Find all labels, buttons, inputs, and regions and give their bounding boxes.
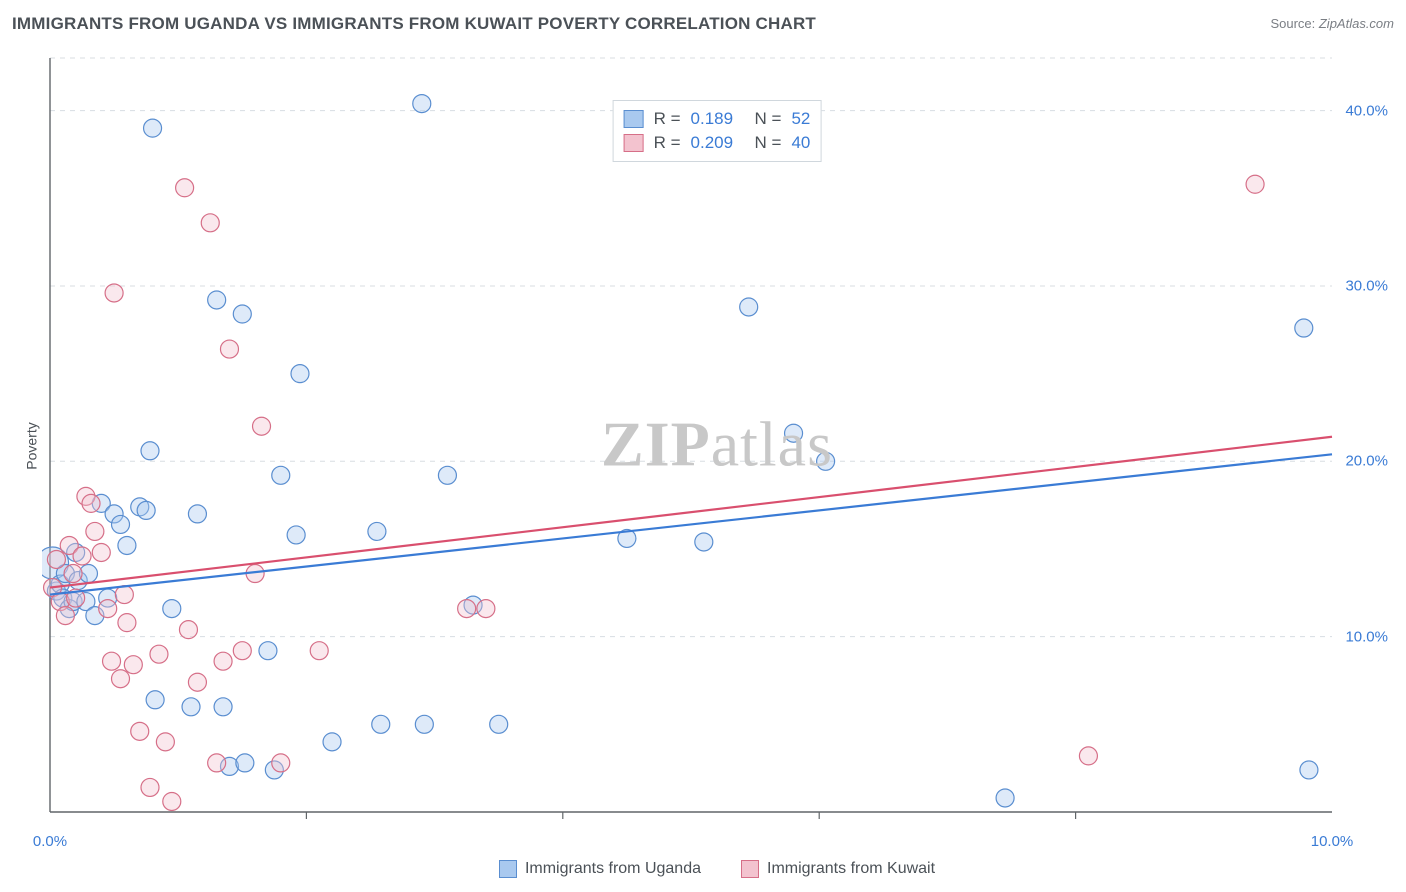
scatter-chart <box>42 48 1392 848</box>
x-tick: 10.0% <box>1311 833 1354 850</box>
y-tick: 40.0% <box>1345 102 1388 119</box>
correlation-legend: R = 0.189 N = 52 R = 0.209 N = 40 <box>613 100 822 162</box>
series-legend-item-kuwait: Immigrants from Kuwait <box>741 860 935 878</box>
legend-n-value: 40 <box>791 131 810 155</box>
x-tick: 0.0% <box>33 833 67 850</box>
source-prefix: Source: <box>1270 16 1318 31</box>
series-label: Immigrants from Uganda <box>525 860 701 878</box>
series-legend: Immigrants from Uganda Immigrants from Ku… <box>42 860 1392 886</box>
legend-swatch <box>499 860 517 878</box>
plot-area: ZIPatlas R =0.189N =52R =0.209N =40 10.0… <box>42 48 1392 848</box>
source-name: ZipAtlas.com <box>1319 16 1394 31</box>
legend-r-label: R = <box>654 131 681 155</box>
legend-n-label: N = <box>755 131 782 155</box>
y-tick: 10.0% <box>1345 628 1388 645</box>
y-tick: 20.0% <box>1345 453 1388 470</box>
legend-n-value: 52 <box>791 107 810 131</box>
source-credit: Source: ZipAtlas.com <box>1270 16 1394 31</box>
y-tick: 30.0% <box>1345 277 1388 294</box>
legend-swatch <box>741 860 759 878</box>
legend-r-value: 0.189 <box>691 107 745 131</box>
y-axis-label: Poverty <box>24 422 40 469</box>
legend-swatch <box>624 134 644 152</box>
chart-title: IMMIGRANTS FROM UGANDA VS IMMIGRANTS FRO… <box>12 14 816 33</box>
legend-row-uganda: R = 0.189 N = 52 <box>624 107 811 131</box>
legend-n-label: N = <box>755 107 782 131</box>
legend-r-value: 0.209 <box>691 131 745 155</box>
legend-swatch <box>624 110 644 128</box>
legend-row-kuwait: R = 0.209 N = 40 <box>624 131 811 155</box>
legend-r-label: R = <box>654 107 681 131</box>
series-legend-item-uganda: Immigrants from Uganda <box>499 860 701 878</box>
series-label: Immigrants from Kuwait <box>767 860 935 878</box>
